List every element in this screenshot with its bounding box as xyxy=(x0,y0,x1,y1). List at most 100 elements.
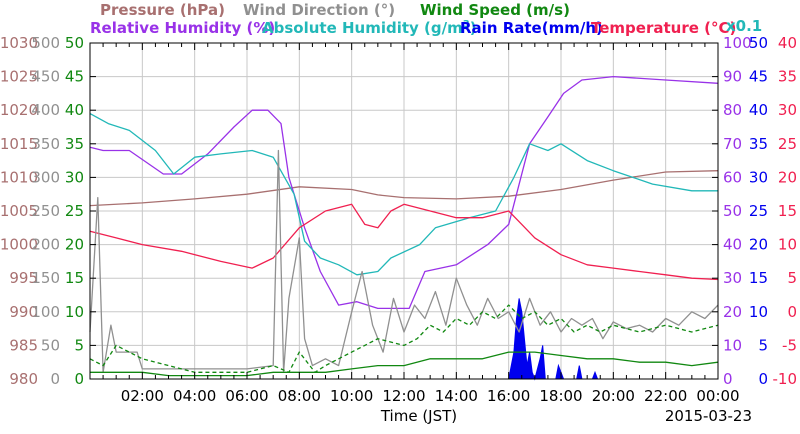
legend-absolute-humidity: Absolute Humidity (g/m xyxy=(262,19,463,37)
legend-relative-humidity: Relative Humidity (%) xyxy=(90,19,275,37)
series-ah-line xyxy=(89,113,718,276)
x-tick-label: 22:00 xyxy=(644,387,687,405)
y-tick-label-humidity: 90 xyxy=(723,68,742,86)
y-tick-label-rain: 5 xyxy=(758,336,768,354)
y-tick-label-temperature: 15 xyxy=(778,202,797,220)
grid xyxy=(90,43,718,379)
y-tick-label-wind-speed: 15 xyxy=(65,269,84,287)
legend-rain-rate: Rain Rate(mm/h) xyxy=(460,19,603,37)
y-tick-label-rain: 15 xyxy=(749,269,768,287)
y-tick-label-wind-speed: 20 xyxy=(65,236,84,254)
y-tick-label-wind-speed: 40 xyxy=(65,101,84,119)
y-tick-label-wind-speed: 50 xyxy=(65,34,84,52)
x-tick-label: 14:00 xyxy=(435,387,478,405)
y-tick-label-temperature: 0 xyxy=(787,303,797,321)
y-tick-label-wind-dir: 400 xyxy=(31,101,60,119)
y-tick-label-pressure: 1010 xyxy=(0,168,38,186)
series-pressure-line xyxy=(89,170,719,207)
y-tick-label-temperature: -5 xyxy=(782,336,797,354)
y-tick-label-temperature: 10 xyxy=(778,236,797,254)
y-tick-label-rain: 35 xyxy=(749,135,768,153)
y-tick-label-wind-dir: 200 xyxy=(31,236,60,254)
y-tick-label-pressure: 1000 xyxy=(0,236,38,254)
y-tick-label-wind-dir: 150 xyxy=(31,269,60,287)
y-tick-label-pressure: 980 xyxy=(9,370,38,388)
y-tick-label-humidity: 30 xyxy=(723,269,742,287)
y-tick-label-wind-dir: 500 xyxy=(31,34,60,52)
y-tick-label-rain: 20 xyxy=(749,236,768,254)
y-tick-label-wind-dir: 350 xyxy=(31,135,60,153)
y-tick-label-rain: 40 xyxy=(749,101,768,119)
y-tick-label-humidity: 0 xyxy=(723,370,733,388)
y-tick-label-temperature: 30 xyxy=(778,101,797,119)
y-tick-label-wind-dir: 50 xyxy=(41,336,60,354)
series-wind-dir-line xyxy=(89,149,719,373)
y-tick-label-wind-speed: 35 xyxy=(65,135,84,153)
x-tick-label: 10:00 xyxy=(330,387,373,405)
y-tick-label-temperature: 20 xyxy=(778,168,797,186)
y-tick-label-wind-dir: 250 xyxy=(31,202,60,220)
y-tick-label-humidity: 20 xyxy=(723,303,742,321)
right-axes: 1009080706050403020100504540353025201510… xyxy=(723,34,797,388)
legend-pressure: Pressure (hPa) xyxy=(100,1,225,19)
y-tick-label-pressure: 990 xyxy=(9,303,38,321)
y-tick-label-humidity: 50 xyxy=(723,202,742,220)
y-tick-label-wind-speed: 30 xyxy=(65,168,84,186)
y-tick-label-rain: 50 xyxy=(749,34,768,52)
y-tick-label-rain: 10 xyxy=(749,303,768,321)
x-tick-label: 08:00 xyxy=(278,387,321,405)
legend-temperature: Temperature (°C) xyxy=(591,19,736,37)
y-tick-label-humidity: 10 xyxy=(723,336,742,354)
y-tick-label-temperature: -10 xyxy=(773,370,798,388)
legend-absolute-humidity-close: ) xyxy=(470,19,477,37)
y-tick-label-wind-dir: 450 xyxy=(31,68,60,86)
legend-absolute-humidity-sup: 3 xyxy=(463,19,470,30)
legend-rain-scale: x0.1 xyxy=(726,17,762,35)
y-tick-label-temperature: 25 xyxy=(778,135,797,153)
y-tick-label-pressure: 1015 xyxy=(0,135,38,153)
y-tick-label-wind-speed: 45 xyxy=(65,68,84,86)
legend-wind-direction: Wind Direction (°) xyxy=(243,1,395,19)
series-temp-line xyxy=(89,203,719,281)
y-tick-label-wind-speed: 0 xyxy=(74,370,84,388)
x-tick-label: 12:00 xyxy=(382,387,425,405)
x-tick-label: 20:00 xyxy=(592,387,635,405)
y-tick-label-wind-speed: 5 xyxy=(74,336,84,354)
x-tick-label: 06:00 xyxy=(225,387,268,405)
x-tick-label: 16:00 xyxy=(487,387,530,405)
legend-wind-speed: Wind Speed (m/s) xyxy=(420,1,570,19)
y-tick-label-rain: 45 xyxy=(749,68,768,86)
y-tick-label-temperature: 40 xyxy=(778,34,797,52)
series-wind-speed-gust-line xyxy=(89,304,719,373)
y-tick-label-pressure: 995 xyxy=(9,269,38,287)
y-tick-label-humidity: 40 xyxy=(723,236,742,254)
series-rh-line xyxy=(89,75,719,310)
y-tick-label-humidity: 80 xyxy=(723,101,742,119)
y-tick-label-pressure: 1005 xyxy=(0,202,38,220)
y-tick-label-temperature: 5 xyxy=(787,269,797,287)
tick-marks xyxy=(89,42,719,380)
y-tick-label-pressure: 1025 xyxy=(0,68,38,86)
y-tick-label-wind-dir: 0 xyxy=(50,370,60,388)
y-tick-label-humidity: 60 xyxy=(723,168,742,186)
y-tick-label-wind-dir: 300 xyxy=(31,168,60,186)
x-axis-title: Time (JST) xyxy=(380,407,457,425)
svg-text:Absolute Humidity (g/m3): Absolute Humidity (g/m3) xyxy=(262,19,477,37)
y-tick-label-humidity: 100 xyxy=(723,34,752,52)
y-tick-label-pressure: 1020 xyxy=(0,101,38,119)
x-tick-label: 02:00 xyxy=(121,387,164,405)
y-tick-label-wind-speed: 10 xyxy=(65,303,84,321)
y-tick-label-rain: 30 xyxy=(749,168,768,186)
left-axes: 1030102510201015101010051000995990985980… xyxy=(0,34,84,388)
y-tick-label-pressure: 1030 xyxy=(0,34,38,52)
legend: Pressure (hPa) Wind Direction (°) Wind S… xyxy=(90,1,762,37)
y-tick-label-rain: 25 xyxy=(749,202,768,220)
y-tick-label-wind-speed: 25 xyxy=(65,202,84,220)
x-tick-label: 00:00 xyxy=(696,387,739,405)
y-tick-label-humidity: 70 xyxy=(723,135,742,153)
y-tick-label-rain: 0 xyxy=(758,370,768,388)
x-axis: 02:00 04:00 06:00 08:00 10:00 12:00 14:00 16:00… xyxy=(121,387,740,405)
y-tick-label-temperature: 35 xyxy=(778,68,797,86)
x-tick-label: 18:00 xyxy=(539,387,582,405)
